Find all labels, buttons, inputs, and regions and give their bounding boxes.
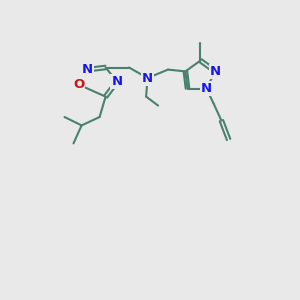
Text: N: N	[82, 63, 93, 76]
Text: N: N	[142, 71, 153, 85]
Text: N: N	[111, 75, 123, 88]
Text: N: N	[210, 65, 221, 78]
Text: N: N	[201, 82, 212, 95]
Text: O: O	[73, 78, 84, 91]
